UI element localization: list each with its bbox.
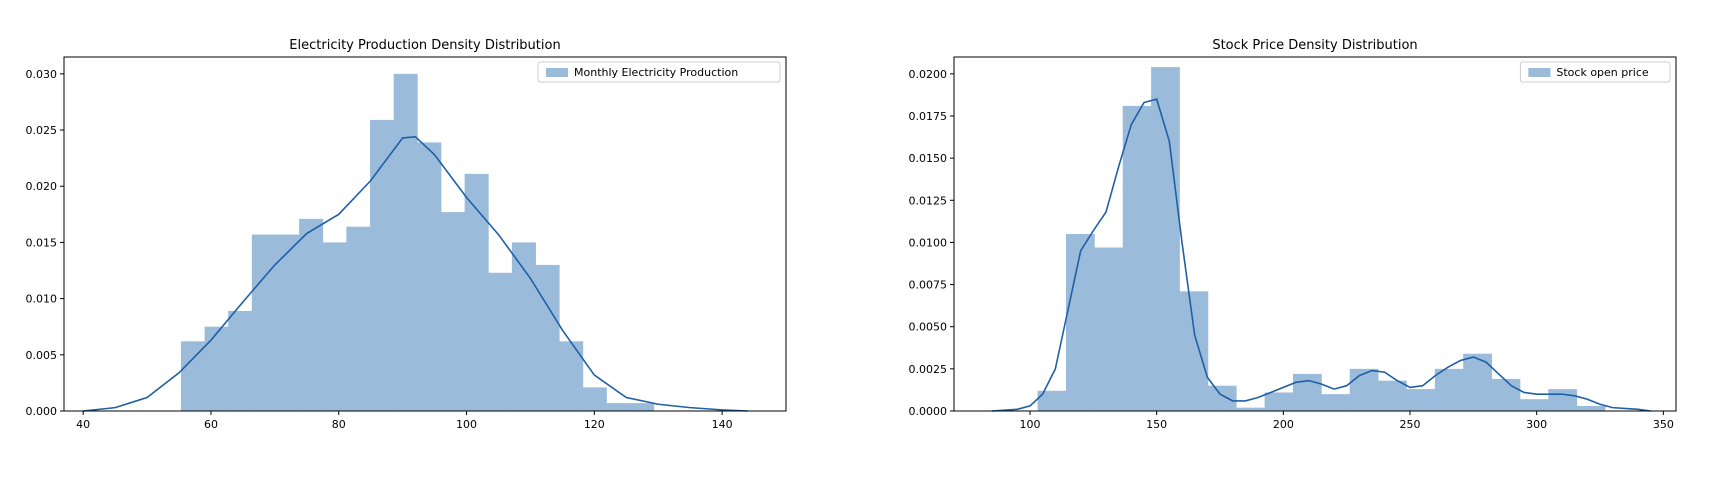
chart-title: Electricity Production Density Distribut… [289,38,560,53]
x-tick-label: 80 [332,418,346,431]
x-tick-label: 100 [456,418,477,431]
histogram-bar [322,242,347,411]
histogram-bar [228,310,253,411]
histogram-bar [535,264,560,411]
histogram-bar [1292,373,1322,411]
x-tick-label: 250 [1400,418,1421,431]
histogram-bar [1094,247,1124,411]
y-tick-label: 0.000 [26,405,58,418]
legend-swatch [1528,68,1551,77]
histogram-bar [275,234,300,411]
legend: Stock open price [1519,61,1671,83]
histogram-bar [180,341,205,411]
histogram-bar [1065,234,1095,411]
legend-box [1519,61,1671,83]
histogram-bar [1463,353,1492,411]
legend-label: Stock open price [1556,66,1648,79]
histogram-bar [464,173,489,411]
y-tick-label: 0.020 [26,180,58,193]
histogram-bar [417,142,442,411]
y-tick-label: 0.0150 [909,152,948,165]
histogram-bar [1349,368,1379,411]
histogram-bar [346,226,371,411]
histogram-bar [630,403,655,411]
histogram-bar [299,218,324,411]
plot-frame [63,56,787,412]
y-tick-label: 0.0000 [909,405,948,418]
histogram-bar [1037,390,1067,411]
kde-curve [83,135,748,412]
kde-curve [991,98,1651,412]
histogram-bar [1207,385,1237,411]
legend: Monthly Electricity Production [537,61,781,83]
histogram-bar [582,387,607,411]
y-tick-label: 0.015 [26,236,58,249]
y-tick-label: 0.0100 [909,236,948,249]
legend-box [537,61,781,83]
x-tick-label: 350 [1653,418,1674,431]
histogram-bar [204,326,229,411]
legend-label: Monthly Electricity Production [574,66,738,79]
histogram-bar [393,73,418,412]
histogram-bar [370,119,395,412]
histogram-bar [440,212,466,411]
x-tick-label: 100 [1020,418,1041,431]
histogram-bar [1434,368,1464,411]
x-tick-label: 140 [712,418,733,431]
histogram-bar [1179,291,1209,411]
chart-title: Stock Price Density Distribution [1212,38,1417,53]
x-tick-label: 150 [1146,418,1167,431]
electricity-density-chart: 40 60 80 100 120 140 0.000 0.005 0.010 0.015 0.020… [26,38,787,431]
x-tick-label: 60 [204,418,218,431]
histogram-bar [1378,380,1407,411]
y-tick-label: 0.0175 [909,110,948,123]
y-tick-label: 0.0050 [909,321,948,334]
histogram-bar [1406,389,1436,411]
histogram-bar [606,403,631,411]
histogram-bar [1491,378,1521,411]
y-tick-label: 0.0075 [909,279,948,292]
y-tick-label: 0.0125 [909,194,948,207]
x-tick-label: 200 [1273,418,1294,431]
histogram-bar [1321,394,1351,411]
histogram-bar [1151,67,1180,412]
histogram-bars [1037,67,1606,412]
histogram-bar [1264,392,1294,411]
x-tick-label: 120 [584,418,605,431]
histogram-bar [1122,105,1152,411]
x-tick-label: 300 [1526,418,1547,431]
histogram-bar [488,272,513,411]
y-tick-label: 0.030 [26,68,58,81]
histogram-bar [511,242,536,411]
plot-frame [953,56,1677,412]
histogram-bar [1519,399,1549,411]
histogram-bar [559,341,584,411]
y-tick-label: 0.0025 [909,363,948,376]
histogram-bar [1548,389,1578,411]
histogram-bars [180,73,655,412]
y-tick-label: 0.005 [26,349,58,362]
histogram-bar [1576,405,1606,411]
y-tick-label: 0.0200 [909,68,948,81]
histogram-bar [1236,407,1265,411]
x-tick-label: 40 [76,418,90,431]
stock-price-density-chart: 100 150 200 250 300 350 0.0000 0.0025 0.0050 0.00… [909,38,1677,431]
histogram-bar [251,234,276,411]
legend-swatch [546,68,568,77]
y-tick-label: 0.025 [26,124,58,137]
y-tick-label: 0.010 [26,293,58,306]
